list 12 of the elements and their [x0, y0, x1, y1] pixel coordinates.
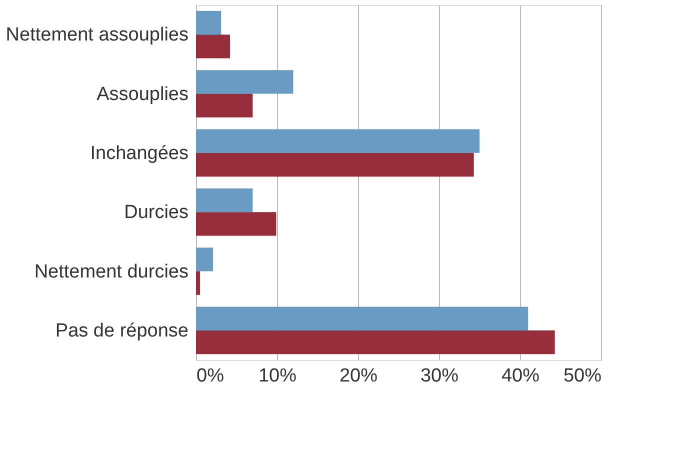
y-tick-label: Nettement assouplies	[6, 24, 188, 46]
y-tick-label: Durcies	[124, 202, 188, 224]
x-tick-label: 0%	[196, 366, 224, 386]
y-tick-label: Assouplies	[96, 84, 188, 105]
x-tick-label: 10%	[258, 366, 297, 386]
x-tick-label: 30%	[420, 366, 459, 386]
y-tick-label: Inchangées	[90, 142, 188, 164]
y-tick-label: Nettement durcies	[34, 261, 188, 282]
y-tick-label: Pas de réponse	[55, 320, 188, 342]
x-tick-label: 50%	[563, 366, 602, 386]
x-tick-label: 20%	[339, 366, 378, 386]
x-tick-label: 40%	[501, 366, 540, 386]
